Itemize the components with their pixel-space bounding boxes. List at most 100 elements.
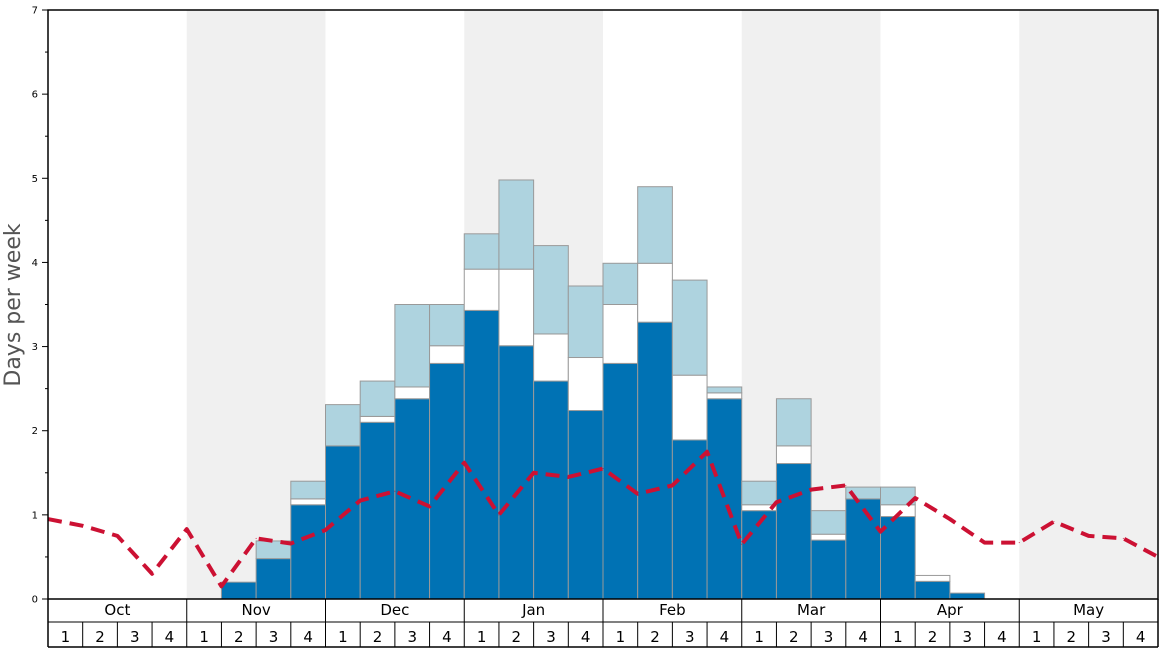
bar-top-23 [810,510,847,535]
y-tick-label-3: 3 [32,342,38,353]
line-series [47,449,1159,589]
line-point-32 [1122,537,1124,539]
line-point-4 [151,573,153,575]
week-label-25: 1 [893,628,903,646]
week-label-18: 2 [650,628,660,646]
bar-top-8 [290,480,326,500]
bar-middle-8 [290,498,326,506]
week-label-30: 2 [1067,628,1077,646]
week-label-15: 3 [546,628,556,646]
month-shade-may [1019,10,1158,599]
bar-base-11 [394,398,431,600]
bar-base-24 [845,498,881,600]
week-label-4: 4 [165,628,175,646]
line-point-25 [880,531,881,533]
bar-top-19 [671,279,708,376]
bar-middle-12 [429,345,465,364]
bar-middle-16 [567,357,604,412]
week-label-13: 1 [477,628,487,646]
month-label-apr: Apr [937,601,964,619]
week-label-2: 2 [95,628,105,646]
week-label-23: 3 [824,628,834,646]
bar-base-13 [463,309,500,600]
week-label-28: 4 [997,628,1007,646]
bar-middle-11 [394,386,431,400]
bar-base-20 [706,398,743,600]
month-label-feb: Feb [659,601,686,619]
line-point-18 [637,493,639,495]
line-point-14 [498,514,500,516]
bar-base-9 [325,445,361,600]
bar-base-8 [290,504,326,600]
line-point-12 [429,505,431,507]
line-point-30 [1053,521,1055,523]
y-tick-label-6: 6 [32,90,38,101]
bar-base-12 [429,362,465,600]
line-point-20 [706,451,708,453]
y-tick-label-1: 1 [32,510,38,521]
week-label-16: 4 [581,628,591,646]
bar-base-17 [602,362,639,600]
bar-middle-15 [533,333,569,382]
line-point-7 [255,537,257,539]
week-label-29: 1 [1032,628,1042,646]
bar-base-6 [220,581,257,600]
week-label-32: 4 [1136,628,1146,646]
bar-top-16 [567,285,604,359]
week-label-24: 4 [858,628,868,646]
bar-top-25 [880,486,916,506]
bar-middle-14 [498,268,535,347]
bar-middle-20 [706,392,743,400]
bar-middle-10 [359,415,396,423]
bar-middle-26 [914,574,951,582]
week-label-17: 1 [616,628,626,646]
week-label-22: 2 [789,628,799,646]
line-point-16 [567,476,569,478]
bar-middle-18 [637,262,673,323]
week-label-12: 4 [442,628,452,646]
line-point-23 [810,489,812,491]
line-point-26 [914,497,916,499]
line-point-19 [671,484,673,486]
line-point-6 [220,585,222,587]
y-tick-label-4: 4 [32,258,38,269]
week-label-3: 3 [130,628,140,646]
bar-base-7 [255,558,292,600]
bar-base-25 [880,516,916,600]
bar-top-18 [637,186,673,264]
bar-middle-19 [671,374,708,441]
bar-base-26 [914,580,951,600]
month-label-dec: Dec [380,601,409,619]
bar-base-16 [567,410,604,600]
line-point-5 [186,528,188,530]
bar-base-22 [775,463,812,600]
line-point-31 [1088,535,1090,537]
line-point-9 [325,529,326,531]
week-label-5: 1 [199,628,209,646]
y-tick-label-5: 5 [32,174,38,185]
week-label-8: 4 [303,628,313,646]
line-point-29 [1018,542,1020,544]
bar-base-14 [498,345,535,600]
bar-base-27 [949,592,986,600]
bar-top-11 [394,304,431,388]
line-point-10 [359,500,361,502]
week-label-27: 3 [962,628,972,646]
month-label-mar: Mar [797,601,826,619]
line-point-15 [533,472,535,474]
line-point-11 [394,490,396,492]
bar-top-10 [359,380,396,417]
bar-top-15 [533,245,569,335]
month-label-nov: Nov [241,601,270,619]
bar-base-19 [671,439,708,600]
week-label-19: 3 [685,628,695,646]
line-point-22 [775,501,777,503]
week-label-7: 3 [269,628,279,646]
line-point-27 [949,518,951,520]
week-label-11: 3 [407,628,417,646]
bar-middle-13 [463,268,500,311]
y-tick-label-7: 7 [32,6,38,17]
week-label-10: 2 [373,628,383,646]
